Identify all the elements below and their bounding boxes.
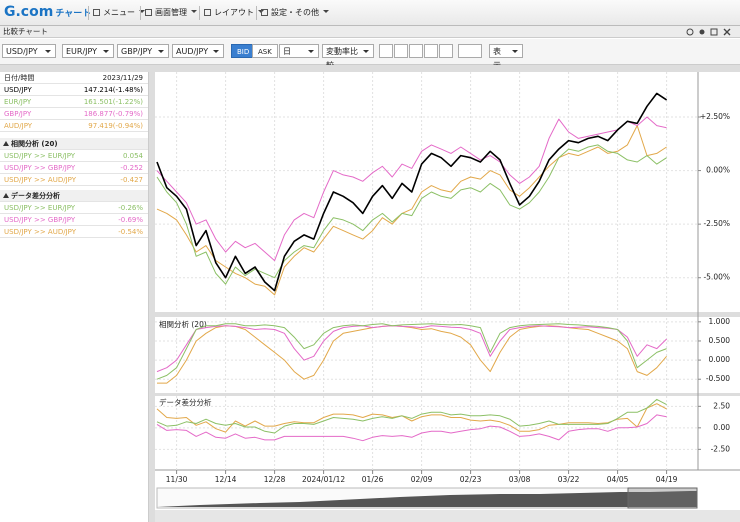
- menu[interactable]: 設定・その他: [256, 6, 333, 20]
- value: 2023/11/29: [103, 72, 143, 84]
- pane-title: 相関分析 (20): [159, 319, 207, 329]
- logo-sub: チャート: [55, 9, 91, 19]
- label: EUR/JPY: [4, 96, 31, 108]
- x-tick-label: 02/09: [411, 475, 433, 484]
- section-header[interactable]: 相関分析 (20): [0, 138, 148, 150]
- window-icons[interactable]: [686, 28, 738, 36]
- layout-icon[interactable]: [439, 44, 453, 58]
- value: -0.69%: [118, 214, 143, 226]
- zoom-out[interactable]: [394, 44, 408, 58]
- x-tick-label: 04/05: [607, 475, 629, 484]
- pane-title: データ差分分析: [159, 397, 212, 407]
- x-tick-label: 11/30: [166, 475, 188, 484]
- pair-select[interactable]: AUD/JPY: [172, 44, 224, 58]
- label: USD/JPY >> AUD/JPY: [4, 226, 76, 238]
- y-tick-label: 0.00: [713, 423, 730, 432]
- window-title-text: 比較チャート: [3, 27, 48, 36]
- logo[interactable]: G.comチャート: [4, 4, 91, 20]
- value: 186.877(-0.79%): [84, 108, 143, 120]
- controls: USD/JPY EUR/JPY GBP/JPY AUD/JPY BID ASK …: [0, 39, 740, 65]
- panel-row: USD/JPY >> EUR/JPY -0.26%: [0, 202, 148, 214]
- x-tick-label: 12/14: [215, 475, 237, 484]
- value: -0.26%: [118, 202, 143, 214]
- chart-background: [155, 72, 740, 522]
- info-panel: 日付/時間 2023/11/29 USD/JPY 147.214(-1.48%) E…: [0, 72, 149, 522]
- y-tick-label: +2.50%: [700, 112, 730, 121]
- y-tick-label: -5.00%: [703, 273, 730, 282]
- tool-icon[interactable]: [458, 44, 482, 58]
- pair-select[interactable]: USD/JPY: [2, 44, 56, 58]
- label: USD/JPY >> GBP/JPY: [4, 162, 75, 174]
- panel-row: 日付/時間 2023/11/29: [0, 72, 148, 84]
- panel-row: USD/JPY >> GBP/JPY -0.69%: [0, 214, 148, 226]
- y-tick-label: -2.50%: [703, 219, 730, 228]
- section-header[interactable]: データ差分分析: [0, 190, 148, 202]
- section-title: データ差分分析: [11, 190, 60, 202]
- value: 161.501(-1.22%): [84, 96, 143, 108]
- x-tick-label: 2024/01/12: [302, 475, 345, 484]
- logo-text: G.com: [4, 4, 53, 20]
- label: 日付/時間: [4, 72, 34, 84]
- strip: [0, 65, 740, 72]
- panel-row: USD/JPY >> AUD/JPY -0.54%: [0, 226, 148, 238]
- section-title: 相関分析 (20): [11, 138, 58, 150]
- value: 97.419(-0.94%): [88, 120, 143, 132]
- x-tick-label: 03/08: [509, 475, 531, 484]
- pair-select[interactable]: GBP/JPY: [117, 44, 169, 58]
- label: USD/JPY >> EUR/JPY: [4, 150, 75, 162]
- label: USD/JPY >> AUD/JPY: [4, 174, 76, 186]
- value: -0.427: [120, 174, 143, 186]
- ask-button[interactable]: ASK: [252, 44, 278, 58]
- label: USD/JPY >> GBP/JPY: [4, 214, 75, 226]
- pair-select[interactable]: EUR/JPY: [62, 44, 114, 58]
- label: AUD/JPY: [4, 120, 32, 132]
- value: -0.54%: [118, 226, 143, 238]
- zoom-in[interactable]: [379, 44, 393, 58]
- pane-separator: [155, 312, 740, 317]
- y-tick-label: 2.50: [713, 401, 730, 410]
- layout-icon[interactable]: [409, 44, 423, 58]
- y-tick-label: 0.000: [709, 355, 731, 364]
- value: -0.252: [120, 162, 143, 174]
- x-tick-label: 04/19: [656, 475, 678, 484]
- scrollbar[interactable]: [155, 510, 740, 522]
- panel-row: USD/JPY 147.214(-1.48%): [0, 84, 148, 96]
- panel-row: USD/JPY >> EUR/JPY 0.054: [0, 150, 148, 162]
- view-select[interactable]: 表示: [489, 44, 523, 58]
- mode-select[interactable]: 変動率比較: [322, 44, 374, 58]
- x-tick-label: 01/26: [362, 475, 384, 484]
- window-title: 比較チャート: [0, 26, 740, 38]
- y-tick-label: -2.50: [711, 444, 731, 453]
- label: GBP/JPY: [4, 108, 31, 120]
- panel-row: GBP/JPY 186.877(-0.79%): [0, 108, 148, 120]
- y-tick-label: 1.000: [709, 317, 731, 326]
- x-tick-label: 02/23: [460, 475, 482, 484]
- y-tick-label: -0.500: [706, 374, 730, 383]
- toolbar: G.comチャート メニュー 画面管理 レイアウト 設定・その他: [0, 0, 740, 26]
- x-tick-label: 12/28: [264, 475, 286, 484]
- panel-row: USD/JPY >> GBP/JPY -0.252: [0, 162, 148, 174]
- splitter[interactable]: [148, 72, 155, 522]
- label: USD/JPY >> EUR/JPY: [4, 202, 75, 214]
- label: USD/JPY: [4, 84, 32, 96]
- value: 0.054: [123, 150, 143, 162]
- pane-separator: [155, 393, 740, 396]
- panel-row: EUR/JPY 161.501(-1.22%): [0, 96, 148, 108]
- x-tick-label: 03/22: [558, 475, 580, 484]
- panel-row: AUD/JPY 97.419(-0.94%): [0, 120, 148, 132]
- y-tick-label: 0.500: [709, 336, 731, 345]
- y-tick-label: 0.00%: [706, 166, 730, 175]
- value: 147.214(-1.48%): [84, 84, 143, 96]
- period-select[interactable]: 日: [279, 44, 319, 58]
- panel-row: USD/JPY >> AUD/JPY -0.427: [0, 174, 148, 186]
- menu[interactable]: 画面管理: [140, 6, 201, 20]
- navigator-window[interactable]: [628, 488, 697, 508]
- layout-icon[interactable]: [424, 44, 438, 58]
